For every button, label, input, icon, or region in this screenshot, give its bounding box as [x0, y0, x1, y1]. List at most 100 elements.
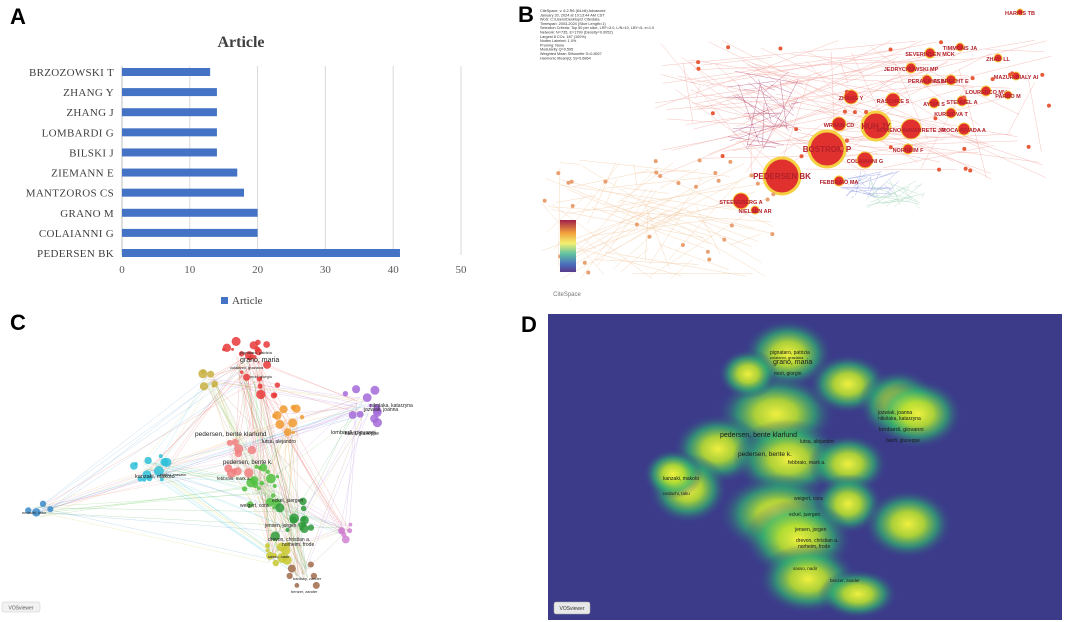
edge [840, 186, 887, 190]
node [312, 581, 320, 589]
edge [253, 357, 291, 515]
edge [583, 238, 597, 249]
edge [866, 193, 924, 206]
node-label: bardsky, zander [293, 576, 322, 581]
edge [248, 375, 344, 529]
edge [300, 529, 308, 578]
node-label: FEBBRAIO MA [820, 180, 859, 186]
node-small [603, 179, 608, 184]
node [900, 118, 922, 140]
node [750, 205, 760, 215]
node-label: jensen, jorgen [794, 527, 827, 533]
node-small [693, 184, 698, 189]
edge [595, 259, 699, 265]
edge [736, 40, 923, 128]
node-small [566, 180, 571, 185]
edge [741, 60, 919, 163]
node [25, 507, 32, 514]
edge [745, 56, 900, 120]
node [342, 390, 349, 397]
node [945, 107, 957, 119]
edge [907, 60, 1020, 115]
node-small [696, 66, 701, 71]
edge [237, 453, 244, 469]
node [158, 454, 163, 459]
node-label: benzer, zander [830, 578, 860, 583]
node [299, 525, 304, 531]
node-label: ROCA-RIVADA A [942, 128, 986, 134]
node [199, 382, 209, 391]
edge [558, 168, 561, 266]
edge [303, 402, 357, 515]
edge [147, 366, 244, 473]
legend-label: Article [232, 295, 263, 307]
edge [35, 414, 363, 513]
node [282, 555, 292, 565]
edge [870, 186, 910, 203]
edge [143, 460, 272, 498]
header-line: January 20, 2024 at 10:13:44 AM CST [540, 13, 605, 17]
node-small [680, 242, 685, 247]
edge [157, 469, 277, 557]
edge [150, 469, 350, 531]
edge [571, 230, 607, 246]
node [279, 405, 288, 414]
node-label: drevon, christian a. [268, 537, 310, 543]
node [299, 415, 305, 420]
node-label: benzer, zander [291, 589, 318, 594]
node-label: grano, maria [773, 359, 812, 366]
node [266, 551, 274, 560]
edges-group [541, 40, 1052, 280]
node-small [749, 173, 754, 178]
node-label: jozwiak, joanna [363, 407, 398, 413]
edge [303, 412, 369, 575]
edge [572, 170, 649, 188]
edge [851, 180, 854, 182]
edge [267, 494, 350, 532]
edge [587, 162, 616, 224]
node [980, 85, 992, 97]
edge [145, 468, 285, 527]
node-small [697, 158, 702, 163]
node-label: iwabu, masato [160, 472, 187, 477]
edge [649, 209, 753, 277]
node-label: banfi, giuseppe [886, 438, 920, 444]
node [924, 47, 936, 59]
node-label: NORHEIM F [893, 148, 925, 154]
edge [762, 102, 765, 146]
edge [290, 427, 304, 578]
edge [690, 53, 903, 83]
edge [702, 83, 828, 167]
edge [855, 187, 873, 195]
edge [572, 246, 682, 277]
node [252, 355, 257, 359]
node-label: NIELSEN AR [738, 209, 771, 215]
node [137, 476, 143, 482]
edge [908, 52, 992, 96]
edge [35, 475, 147, 514]
x-tick-label: 40 [388, 264, 400, 276]
edge [660, 74, 704, 86]
edge [40, 468, 240, 507]
node [368, 403, 373, 408]
color-scale-bar [560, 220, 576, 272]
edge [662, 40, 917, 66]
node-small [770, 232, 775, 237]
bar-zhang-j [122, 108, 217, 117]
node-small [864, 109, 869, 114]
node-small [1040, 72, 1045, 77]
edge [295, 408, 365, 529]
edge [152, 406, 363, 476]
edge [209, 378, 360, 399]
edge [754, 73, 1011, 89]
edge [284, 427, 298, 527]
edge [622, 187, 669, 194]
edge [734, 70, 804, 85]
edge [867, 172, 880, 198]
node-small [1026, 144, 1031, 149]
edge [255, 489, 259, 492]
edge [633, 163, 638, 187]
node-small [852, 110, 857, 115]
edge [340, 408, 365, 528]
edge [763, 79, 799, 149]
